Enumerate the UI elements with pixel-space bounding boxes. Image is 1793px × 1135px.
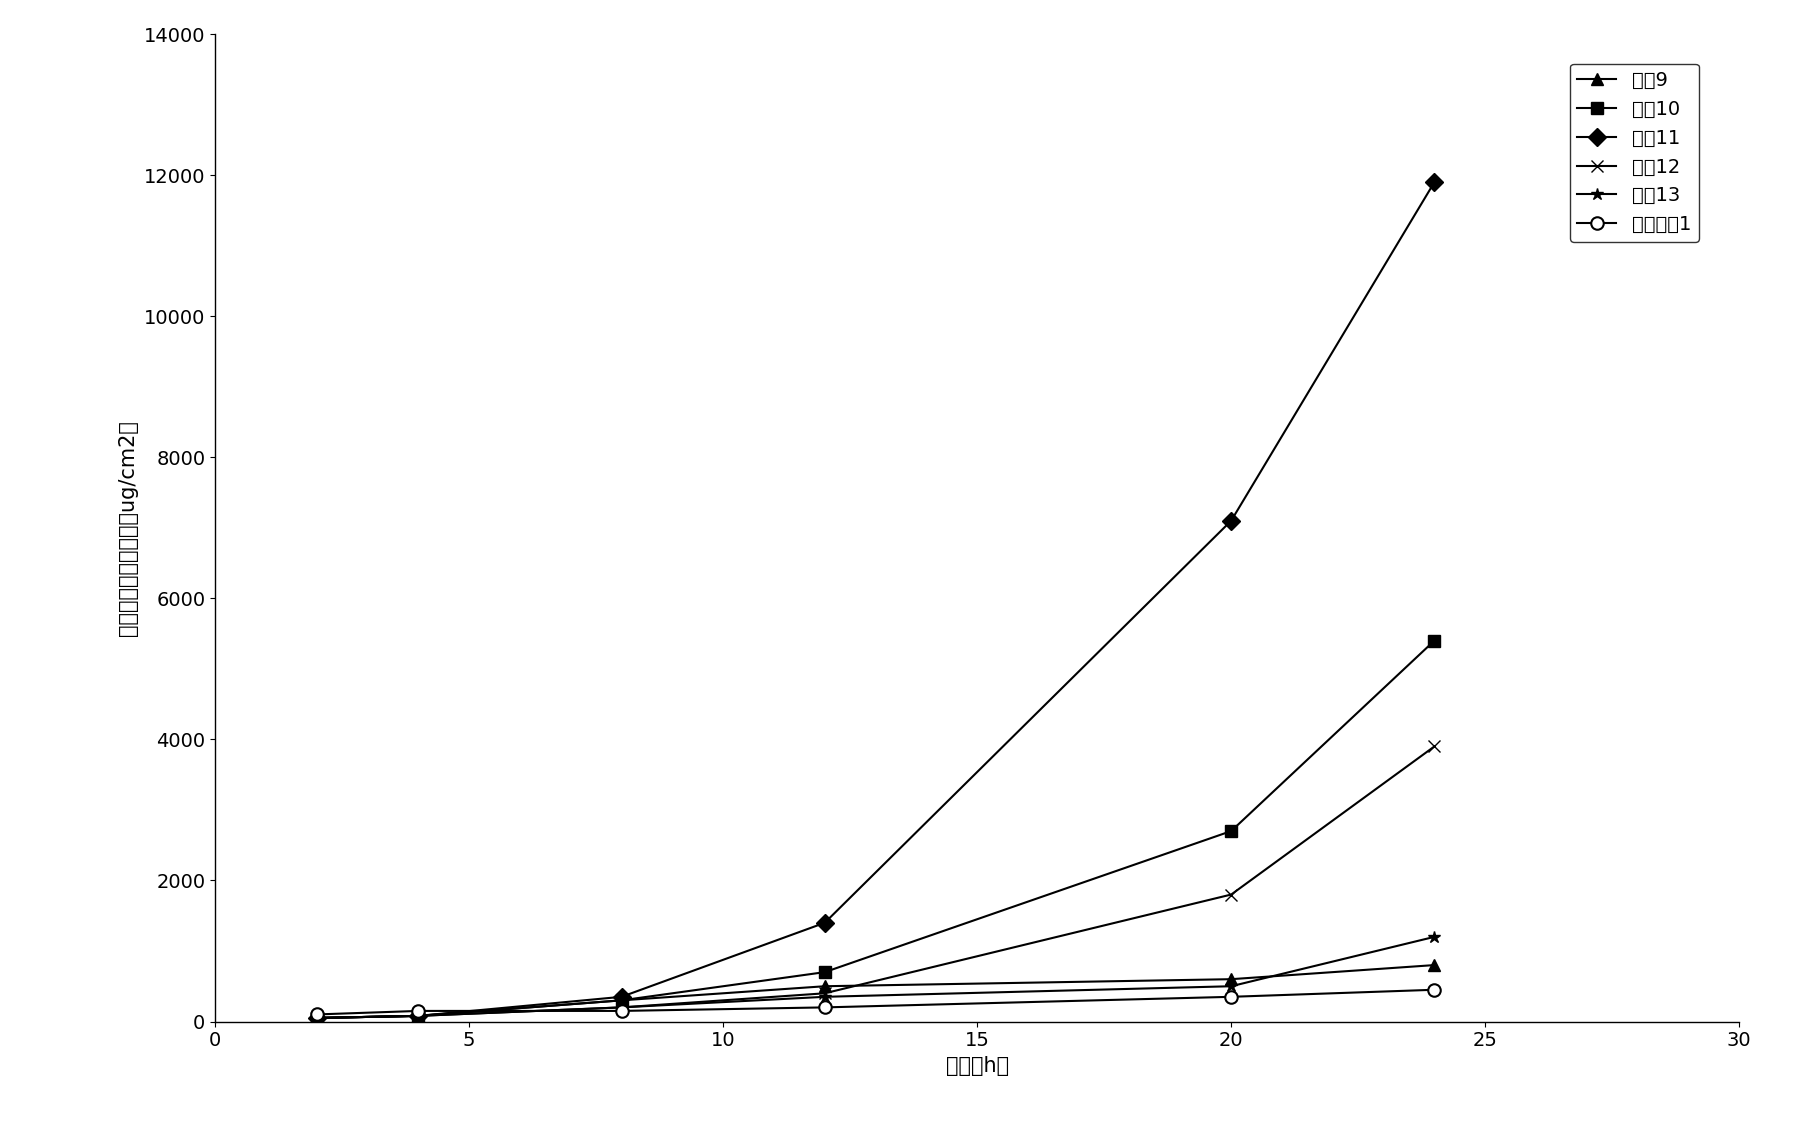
处方9 xyxy=(407,1009,429,1023)
处方12 xyxy=(307,1011,328,1025)
Line: 处方9: 处方9 xyxy=(310,959,1440,1024)
处方13 xyxy=(1424,930,1445,943)
Line: 对比处方1: 对比处方1 xyxy=(310,984,1440,1020)
处方9 xyxy=(1424,958,1445,972)
对比处方1 xyxy=(407,1004,429,1018)
处方12 xyxy=(407,1009,429,1023)
处方11 xyxy=(611,990,633,1003)
对比处方1 xyxy=(307,1008,328,1022)
Line: 处方10: 处方10 xyxy=(310,634,1440,1024)
处方13 xyxy=(407,1009,429,1023)
处方11 xyxy=(1424,175,1445,188)
处方11 xyxy=(407,1009,429,1023)
Line: 处方12: 处方12 xyxy=(310,740,1440,1024)
处方10 xyxy=(1424,633,1445,647)
处方12 xyxy=(814,986,836,1000)
处方11 xyxy=(307,1011,328,1025)
处方9 xyxy=(307,1011,328,1025)
对比处方1 xyxy=(1424,983,1445,997)
对比处方1 xyxy=(814,1001,836,1015)
处方11 xyxy=(814,916,836,930)
X-axis label: 时间（h）: 时间（h） xyxy=(945,1056,1009,1076)
处方10 xyxy=(611,993,633,1007)
Y-axis label: 单位面积累积透皮量（ug/cm2）: 单位面积累积透皮量（ug/cm2） xyxy=(118,420,138,636)
处方10 xyxy=(407,1009,429,1023)
处方9 xyxy=(814,980,836,993)
处方13 xyxy=(814,990,836,1003)
对比处方1 xyxy=(1221,990,1243,1003)
处方9 xyxy=(1221,973,1243,986)
Legend: 处方9, 处方10, 处方11, 处方12, 处方13, 对比处方1: 处方9, 处方10, 处方11, 处方12, 处方13, 对比处方1 xyxy=(1569,64,1700,242)
处方12 xyxy=(611,1001,633,1015)
对比处方1 xyxy=(611,1004,633,1018)
处方11 xyxy=(1221,514,1243,528)
处方13 xyxy=(307,1011,328,1025)
Line: 处方11: 处方11 xyxy=(310,176,1440,1024)
处方13 xyxy=(1221,980,1243,993)
处方10 xyxy=(1221,824,1243,838)
处方12 xyxy=(1424,740,1445,754)
处方10 xyxy=(814,965,836,978)
处方9 xyxy=(611,993,633,1007)
处方13 xyxy=(611,1001,633,1015)
处方12 xyxy=(1221,888,1243,901)
处方10 xyxy=(307,1011,328,1025)
Line: 处方13: 处方13 xyxy=(310,931,1440,1024)
